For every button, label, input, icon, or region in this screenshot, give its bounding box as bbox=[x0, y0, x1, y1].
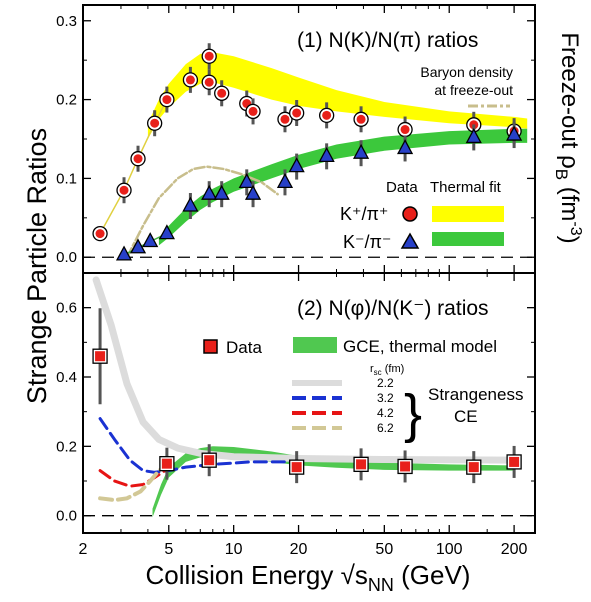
y-tick-label: 0.0 bbox=[56, 249, 77, 266]
kplus-point bbox=[95, 229, 105, 239]
legend-kplus-band bbox=[432, 206, 504, 222]
legend-ce-4-2-label: 4.2 bbox=[377, 406, 394, 420]
x-tick-label: 5 bbox=[164, 541, 173, 558]
y-tick-label: 0.3 bbox=[56, 13, 77, 30]
legend-ce-6-2-label: 6.2 bbox=[377, 421, 394, 435]
y-axis-title: Strange Particle Ratios bbox=[22, 128, 52, 404]
gce-thermal-band bbox=[152, 446, 515, 518]
kplus-point bbox=[150, 118, 160, 128]
x-tick-label: 2 bbox=[79, 541, 88, 558]
kplus-point bbox=[133, 154, 143, 164]
top-panel-bands bbox=[147, 52, 528, 246]
y-tick-label: 0.1 bbox=[56, 170, 77, 187]
phi-point bbox=[204, 455, 215, 466]
kplus-point bbox=[162, 95, 172, 105]
legend-kminus-marker bbox=[400, 232, 420, 249]
kminus-point bbox=[201, 184, 218, 200]
legend-brace-label-2: CE bbox=[454, 407, 478, 426]
legend-ce-2-2-label: 2.2 bbox=[377, 376, 394, 390]
kplus-point bbox=[185, 75, 195, 85]
phi-point bbox=[95, 351, 106, 362]
x-tick-label: 100 bbox=[436, 541, 463, 558]
kminus-point bbox=[288, 157, 305, 173]
bottom-panel-bands bbox=[152, 446, 515, 518]
legend-brace-label-1: Strangeness bbox=[428, 385, 523, 404]
y-tick-label: 0.0 bbox=[56, 508, 77, 525]
kplus-point bbox=[248, 106, 258, 116]
legend-fit-header: Thermal fit bbox=[430, 179, 502, 196]
x-tick-label: 10 bbox=[225, 541, 243, 558]
kminus-point bbox=[213, 184, 230, 200]
legend-phi-data-marker bbox=[203, 339, 218, 354]
right-axis-title: Freeze-out ρB (fm-3) bbox=[552, 32, 584, 243]
bottom-panel-frame bbox=[82, 272, 536, 534]
bottom-panel-points bbox=[92, 308, 522, 484]
kminus-point bbox=[115, 245, 133, 261]
baryon-freezeout-label: at freeze-out bbox=[434, 82, 513, 98]
kminus-point bbox=[352, 143, 370, 159]
ce-2-2-curve bbox=[92, 276, 518, 464]
top-panel-points bbox=[92, 43, 523, 261]
x-tick-label: 200 bbox=[501, 541, 528, 558]
kplus-point bbox=[400, 125, 410, 135]
y-tick-label: 0.2 bbox=[56, 92, 77, 109]
kplus-point bbox=[119, 185, 129, 195]
kminus-thermal-band bbox=[158, 128, 528, 246]
legend-gce-band bbox=[293, 337, 337, 353]
kminus-point bbox=[318, 146, 335, 162]
ce-3-2-curve bbox=[98, 417, 301, 474]
kplus-point bbox=[356, 114, 366, 124]
kminus-point bbox=[276, 172, 294, 189]
x-axis-title: Collision Energy √sNN (GeV) bbox=[146, 560, 471, 595]
baryon-density-label: Baryon density bbox=[420, 64, 513, 80]
axis-ticks: 2 5 10 20 50 100 200 0.0 0.1 0.2 0.3 0.0 0.2 0.4 0.6 bbox=[56, 5, 535, 558]
kplus-thermal-band bbox=[147, 52, 528, 139]
legend-gce-label: GCE, thermal model bbox=[343, 337, 497, 356]
phi-point bbox=[356, 459, 367, 470]
kminus-point bbox=[506, 125, 523, 141]
baryon-density-curve bbox=[125, 165, 279, 259]
y-tick-label: 0.4 bbox=[56, 369, 77, 386]
kminus-point bbox=[396, 139, 414, 155]
legend-kplus-marker bbox=[402, 206, 418, 222]
kminus-point bbox=[465, 128, 482, 144]
kplus-point bbox=[204, 51, 214, 61]
x-tick-label: 50 bbox=[375, 541, 393, 558]
x-tick-label: 20 bbox=[290, 541, 308, 558]
kminus-point bbox=[129, 238, 147, 254]
kminus-point bbox=[158, 224, 175, 240]
kminus-point bbox=[182, 196, 199, 212]
phi-point bbox=[468, 462, 479, 473]
kplus-point bbox=[204, 77, 214, 87]
bottom-panel-lines bbox=[83, 276, 535, 517]
legend-ce-3-2-label: 3.2 bbox=[377, 391, 394, 405]
y-tick-label: 0.2 bbox=[56, 438, 77, 455]
phi-point bbox=[509, 456, 520, 467]
kminus-point bbox=[244, 184, 262, 200]
legend-phi-data-label: Data bbox=[226, 338, 262, 357]
top-panel-title: (1) N(K)/N(π) ratios bbox=[297, 29, 478, 52]
legend-kplus-label: K⁺/π⁺ bbox=[340, 204, 388, 224]
legend-rsc-header: rsc (fm) bbox=[370, 363, 404, 377]
y-tick-label: 0.6 bbox=[56, 300, 77, 317]
legend-data-header: Data bbox=[386, 179, 418, 196]
phi-point bbox=[291, 462, 302, 473]
ce-6-2-curve bbox=[98, 461, 171, 503]
kplus-point bbox=[217, 88, 227, 98]
kminus-point bbox=[238, 172, 255, 189]
legend-kminus-band bbox=[432, 232, 504, 246]
bottom-panel-title: (2) N(φ)/N(K⁻) ratios bbox=[297, 297, 489, 320]
phi-point bbox=[400, 461, 411, 472]
legend-brace-icon: } bbox=[404, 384, 422, 444]
kplus-point bbox=[280, 114, 290, 124]
kminus-point bbox=[142, 232, 159, 248]
kplus-point bbox=[322, 110, 332, 120]
phi-point bbox=[161, 458, 172, 469]
legend-kminus-label: K⁻/π⁻ bbox=[343, 232, 391, 252]
kplus-point bbox=[292, 108, 302, 118]
